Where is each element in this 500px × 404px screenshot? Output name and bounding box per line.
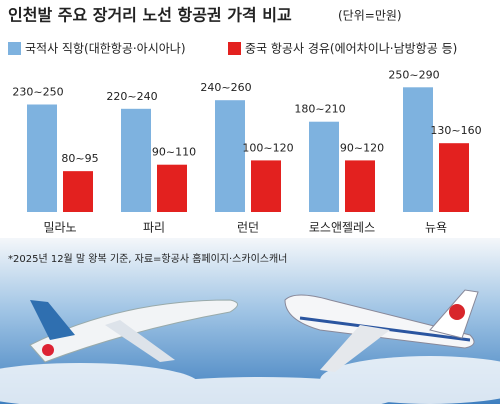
- x-tick-label: 로스앤젤레스: [309, 221, 375, 235]
- value-label: 240~260: [200, 81, 251, 94]
- value-label: 80~95: [61, 152, 98, 165]
- legend-swatch: [228, 42, 241, 55]
- bar: [215, 100, 245, 212]
- plane-right: [284, 289, 479, 372]
- value-label: 220~240: [106, 90, 157, 103]
- legend-label: 중국 항공사 경유(에어차이나·남방항공 등): [245, 42, 457, 56]
- bar: [157, 164, 187, 212]
- bar: [439, 143, 469, 212]
- chart-title: 인천발 주요 장거리 노선 항공권 가격 비교: [8, 6, 292, 25]
- value-label: 180~210: [294, 103, 345, 116]
- bar: [27, 104, 57, 212]
- clouds: [0, 356, 500, 404]
- value-label: 100~120: [242, 141, 293, 154]
- bar: [309, 121, 339, 212]
- value-label: 90~110: [152, 146, 196, 159]
- bar: [63, 171, 93, 212]
- value-label: 230~250: [12, 86, 63, 99]
- bar: [403, 87, 433, 212]
- plane-left: [29, 299, 238, 363]
- x-tick-label: 런던: [237, 221, 259, 235]
- x-tick-label: 뉴욕: [425, 221, 447, 235]
- legend-label: 국적사 직항(대한항공·아시아나): [25, 42, 186, 56]
- bar: [345, 160, 375, 212]
- legend-swatch: [8, 42, 21, 55]
- x-tick-label: 파리: [143, 221, 165, 235]
- bar: [121, 108, 151, 212]
- chart-subtitle: (단위=만원): [338, 9, 402, 23]
- value-label: 250~290: [388, 68, 439, 81]
- bar: [251, 160, 281, 212]
- x-tick-label: 밀라노: [43, 221, 76, 235]
- footnote: *2025년 12월 말 왕복 기준, 자료=항공사 홈페이지·스카이스캐너: [8, 252, 287, 265]
- value-label: 90~120: [340, 141, 384, 154]
- value-label: 130~160: [430, 124, 481, 137]
